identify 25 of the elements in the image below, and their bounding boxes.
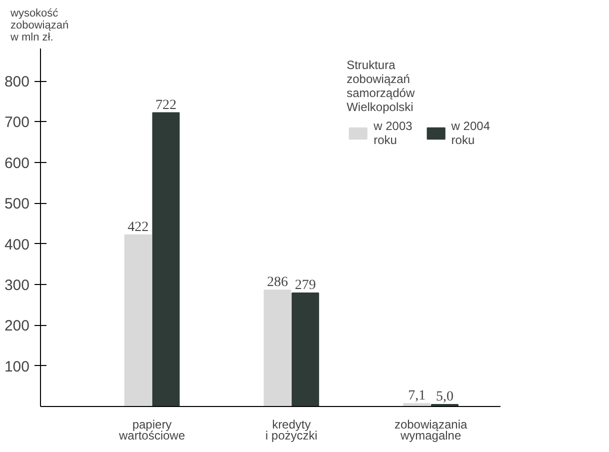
data-label: 286 <box>266 275 288 290</box>
y-axis-title: wysokość zobowiązań w mln zł. <box>10 8 69 44</box>
legend-title: Struktura zobowiązań samorządów Wielkopolski <box>346 58 416 114</box>
data-label: 7,1 <box>408 388 426 404</box>
y-tick-label: 300 <box>4 276 30 294</box>
y-tick-label: 600 <box>4 154 30 172</box>
x-tick-label: papiery wartościowe <box>118 418 186 443</box>
y-tick-label: 500 <box>4 196 30 213</box>
bar <box>124 234 152 406</box>
y-tick-label: 400 <box>4 236 30 254</box>
y-tick-label: 700 <box>4 114 30 132</box>
bar <box>292 292 320 406</box>
y-tick-label: 800 <box>4 74 30 91</box>
legend-label: w 2003 roku <box>374 119 412 147</box>
x-tick-label: zobowiązania wymagalne <box>394 418 468 443</box>
bar <box>264 290 292 406</box>
bar <box>152 112 180 406</box>
y-tick-label: 100 <box>4 358 30 376</box>
x-tick-label: kredyty i pożyczki <box>265 418 318 443</box>
data-label: 722 <box>155 98 176 113</box>
data-label: 279 <box>294 278 316 293</box>
legend-label: w 2004 roku <box>451 119 490 147</box>
data-label: 422 <box>128 220 149 235</box>
y-tick-label: 200 <box>4 318 30 335</box>
data-label: 5,0 <box>436 389 454 404</box>
